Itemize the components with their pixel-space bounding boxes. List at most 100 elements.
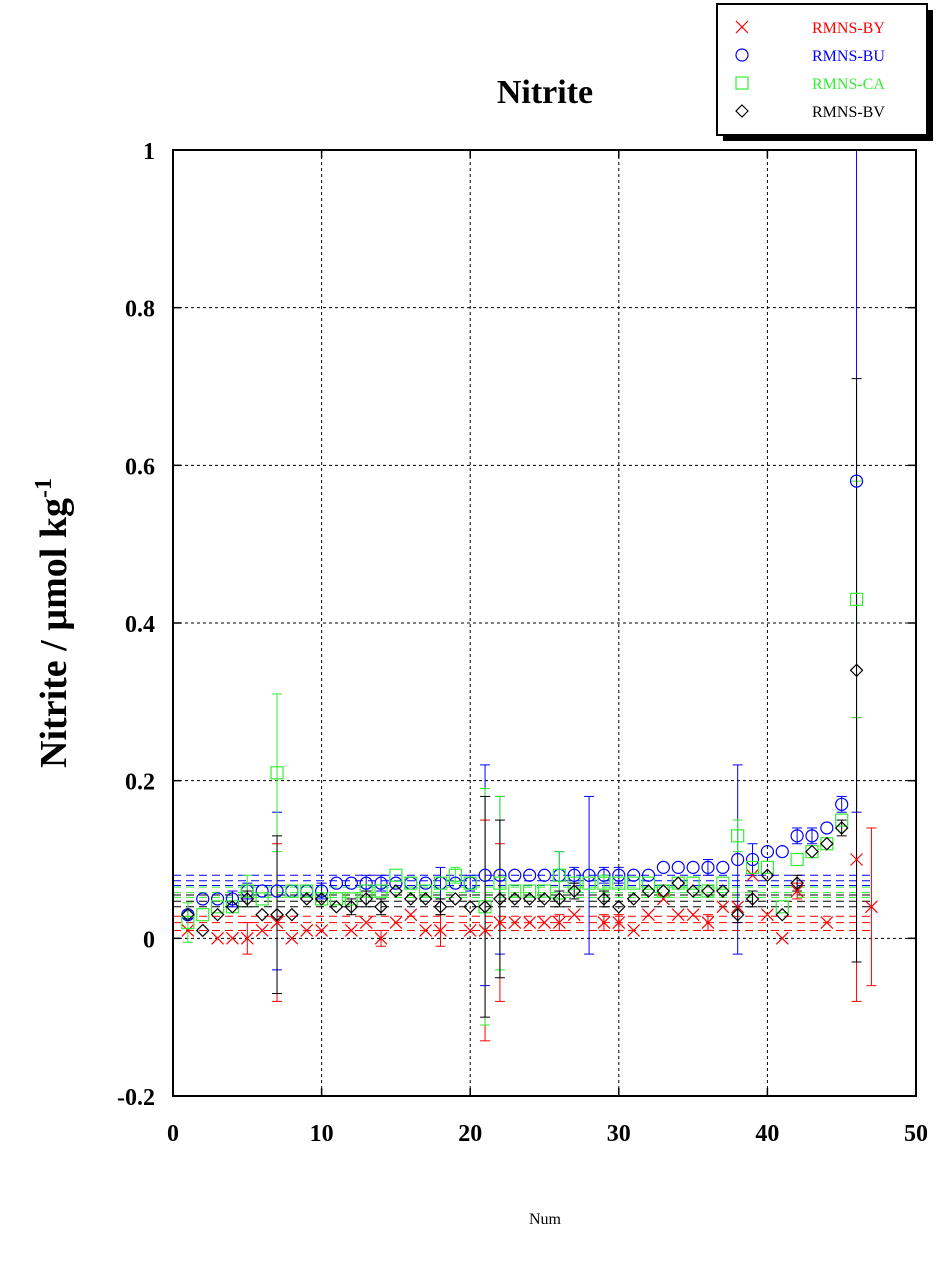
circle-marker [419, 876, 433, 890]
square-marker [735, 76, 749, 90]
cross-stroke [508, 916, 522, 929]
diamond-marker [567, 884, 582, 898]
diamond-marker [344, 899, 359, 914]
cross-marker [820, 916, 834, 929]
square-marker [448, 868, 462, 882]
diamond-marker [611, 899, 626, 914]
y-axis-label-superscript: -1 [31, 478, 57, 498]
cross-stroke [211, 931, 225, 945]
cross-stroke [255, 924, 269, 937]
diamond-marker [299, 892, 314, 906]
chart-title: Nitrite [497, 74, 593, 111]
cross-marker [181, 924, 195, 937]
circle-marker [537, 868, 552, 882]
diamond-marker [849, 663, 864, 678]
square-marker [835, 813, 849, 827]
square-marker [523, 884, 537, 898]
cross-marker [686, 908, 700, 922]
diamond-marker [641, 884, 656, 898]
circle-marker [731, 852, 745, 867]
circle-marker [493, 868, 507, 882]
diamond-marker [819, 836, 834, 851]
cross-stroke [701, 916, 715, 929]
cross-marker [656, 892, 670, 906]
square-marker [597, 876, 611, 890]
diamond-marker [403, 892, 418, 906]
cross-stroke [612, 916, 626, 929]
cross-stroke [315, 924, 329, 937]
square-marker [508, 884, 522, 898]
cross-stroke [359, 916, 373, 929]
circle-marker [508, 868, 522, 882]
diamond-marker [730, 907, 745, 922]
diamond-marker [210, 907, 225, 922]
cross-marker [478, 924, 492, 937]
cross-stroke [344, 924, 358, 937]
diamond-marker [493, 892, 507, 906]
circle-marker [374, 876, 388, 890]
circle-marker [735, 48, 749, 62]
square-marker [433, 876, 448, 890]
cross-stroke [597, 916, 611, 929]
cross-marker [240, 931, 254, 945]
cross-stroke [374, 931, 388, 945]
square-marker [820, 837, 834, 851]
diamond-marker [745, 892, 760, 906]
square-marker [716, 876, 730, 890]
cross-marker [850, 853, 863, 866]
cross-marker [374, 931, 388, 945]
square-marker [389, 868, 403, 882]
diamond-marker [329, 899, 344, 914]
diamond-marker [735, 104, 749, 118]
diamond-marker [374, 899, 388, 914]
cross-marker [508, 916, 522, 929]
square-marker [181, 915, 195, 930]
diamond-marker [359, 892, 374, 906]
circle-marker [835, 797, 849, 811]
square-marker [775, 900, 789, 914]
cross-marker [790, 884, 804, 898]
cross-marker [226, 931, 239, 945]
y-tick-label: 0.2 [125, 770, 155, 796]
cross-marker [642, 908, 655, 922]
square-marker [374, 884, 388, 898]
cross-marker [746, 868, 759, 882]
cross-stroke [642, 908, 655, 922]
diamond-marker [686, 884, 700, 898]
legend-label: RMNS-BV [812, 104, 885, 121]
legend-label: RMNS-BY [812, 20, 885, 37]
axis-ticks: 0 10 20 30 40 50 -0.2 0 0.2 0.4 0.6 0.8 1 [117, 139, 928, 1147]
circle-marker [210, 892, 225, 906]
cross-stroke [404, 908, 418, 922]
diamond-marker [507, 892, 522, 906]
legend-label: RMNS-CA [812, 76, 885, 93]
square-marker [731, 829, 745, 843]
square-marker [419, 884, 433, 898]
circle-marker [255, 884, 269, 898]
circle-marker [656, 860, 670, 874]
square-marker [641, 876, 656, 890]
diamond-marker [314, 892, 329, 906]
x-tick-label: 30 [607, 1121, 631, 1147]
diamond-marker [389, 884, 403, 898]
diamond-marker [790, 876, 804, 890]
cross-stroke [735, 20, 749, 34]
diamond-marker [715, 884, 730, 898]
cross-marker [419, 924, 433, 937]
cross-marker [434, 924, 447, 937]
cross-marker [493, 916, 507, 929]
diamond-marker [270, 907, 284, 922]
y-tick-label: 0.8 [125, 297, 155, 323]
square-marker [240, 884, 254, 898]
cross-stroke [240, 931, 254, 945]
cross-marker [775, 931, 789, 945]
circle-marker [805, 829, 819, 843]
cross-stroke [716, 900, 730, 914]
square-marker [612, 876, 626, 890]
cross-stroke [567, 908, 581, 922]
cross-marker [300, 924, 314, 937]
diamond-marker [181, 907, 195, 922]
diamond-marker [597, 892, 611, 906]
diamond-marker [671, 876, 686, 890]
cross-stroke [790, 884, 804, 898]
